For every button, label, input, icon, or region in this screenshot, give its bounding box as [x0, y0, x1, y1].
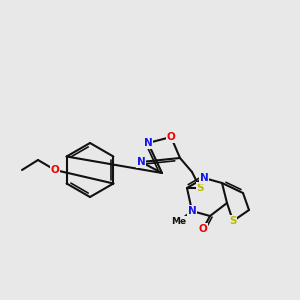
Text: N: N [200, 173, 208, 183]
Text: N: N [144, 138, 152, 148]
Text: N: N [144, 138, 152, 148]
Text: O: O [167, 132, 176, 142]
Text: O: O [199, 224, 207, 234]
Text: O: O [167, 132, 176, 142]
Text: S: S [196, 183, 204, 193]
Text: O: O [51, 165, 59, 175]
Text: Me: Me [171, 217, 187, 226]
Text: S: S [196, 183, 204, 193]
Text: O: O [51, 165, 59, 175]
Text: O: O [199, 224, 207, 234]
Text: N: N [188, 206, 196, 216]
Text: S: S [229, 216, 237, 226]
Text: N: N [136, 157, 146, 167]
Text: N: N [136, 157, 146, 167]
